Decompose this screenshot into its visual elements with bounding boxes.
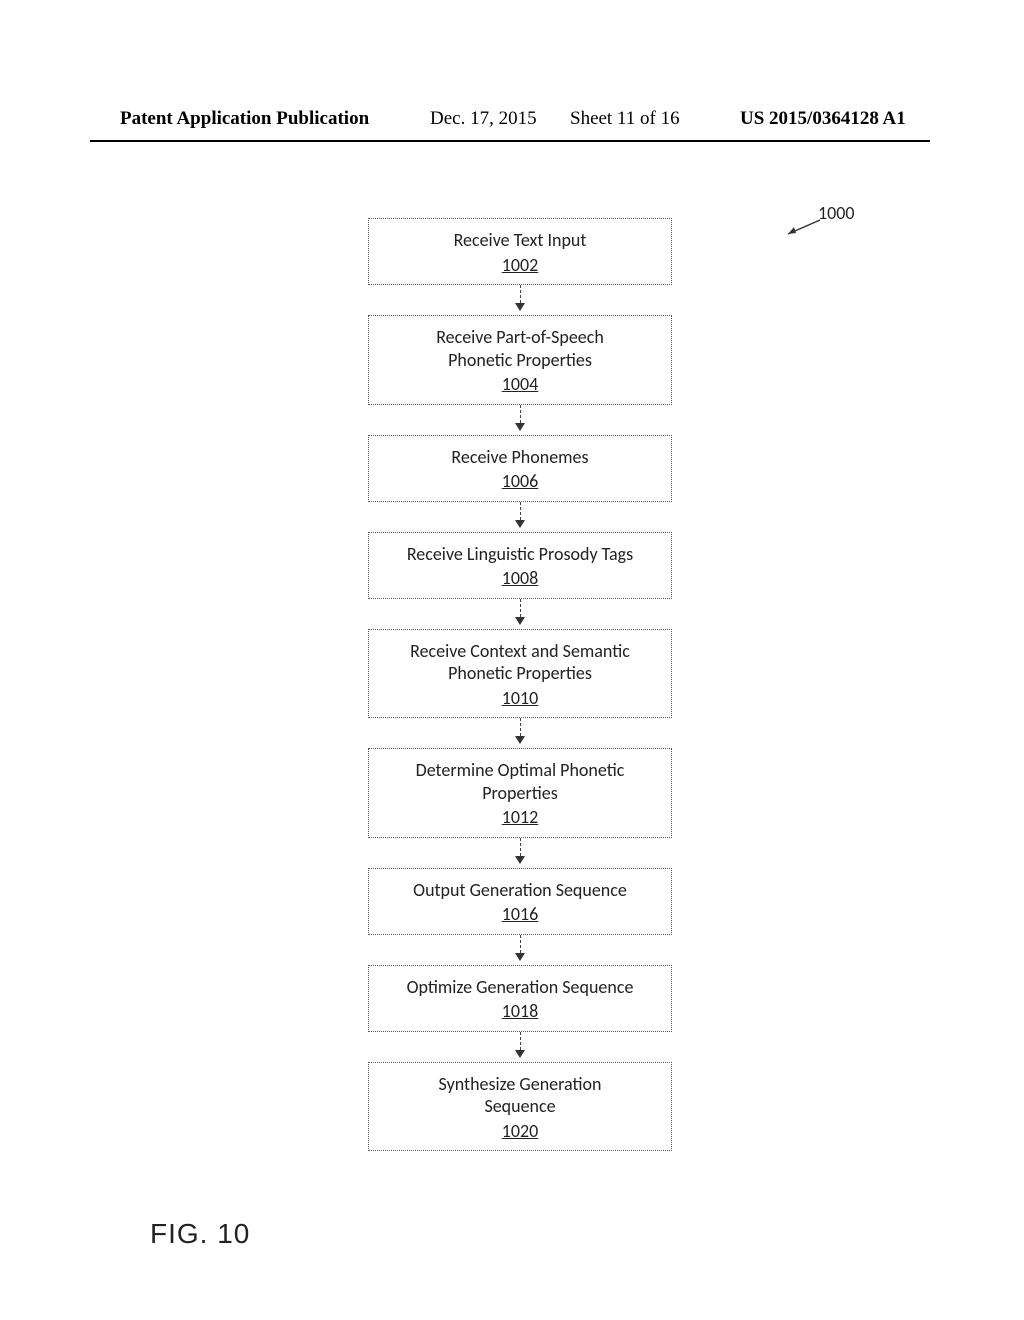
flow-arrow [510,1032,530,1062]
flow-node-1004: Receive Part-of-Speech Phonetic Properti… [368,315,672,405]
flow-node-1020: Synthesize Generation Sequence 1020 [368,1062,672,1152]
node-label-line1: Receive Part-of-Speech [436,326,604,348]
header-sheet: Sheet 11 of 16 [570,108,680,130]
header-publication: Patent Application Publication [120,108,369,130]
node-label-line2: Phonetic Properties [448,349,592,371]
node-ref: 1002 [375,254,665,277]
header-date: Dec. 17, 2015 [430,108,537,130]
flow-node-1012: Determine Optimal Phonetic Properties 10… [368,748,672,838]
flow-arrow [510,599,530,629]
node-label: Receive Phonemes [451,446,588,468]
leader-line [780,218,830,238]
node-label: Receive Linguistic Prosody Tags [407,543,633,565]
node-label-line1: Synthesize Generation [439,1073,602,1095]
flow-node-1016: Output Generation Sequence 1016 [368,868,672,935]
flowchart: Receive Text Input 1002 Receive Part-of-… [360,218,680,1151]
node-ref: 1006 [375,470,665,493]
flow-arrow [510,502,530,532]
node-ref: 1020 [375,1120,665,1143]
header-rule [90,140,930,142]
page: Patent Application Publication Dec. 17, … [0,0,1024,1320]
flow-arrow [510,285,530,315]
flow-node-1018: Optimize Generation Sequence 1018 [368,965,672,1032]
flow-node-1010: Receive Context and Semantic Phonetic Pr… [368,629,672,719]
node-label-line2: Properties [482,782,558,804]
node-ref: 1004 [375,373,665,396]
node-label: Receive Text Input [454,229,587,251]
flow-node-1002: Receive Text Input 1002 [368,218,672,285]
node-label: Output Generation Sequence [413,879,627,901]
node-label-line2: Sequence [484,1095,555,1117]
node-label-line1: Determine Optimal Phonetic [416,759,625,781]
node-ref: 1008 [375,567,665,590]
node-label-line1: Receive Context and Semantic [410,640,630,662]
node-ref: 1010 [375,687,665,710]
node-ref: 1016 [375,903,665,926]
flow-node-1008: Receive Linguistic Prosody Tags 1008 [368,532,672,599]
header-number: US 2015/0364128 A1 [740,108,906,130]
node-ref: 1018 [375,1000,665,1023]
flow-arrow [510,405,530,435]
flow-arrow [510,718,530,748]
node-ref: 1012 [375,806,665,829]
flow-arrow [510,838,530,868]
flow-arrow [510,935,530,965]
node-label-line2: Phonetic Properties [448,662,592,684]
flow-node-1006: Receive Phonemes 1006 [368,435,672,502]
node-label: Optimize Generation Sequence [407,976,634,998]
figure-label: FIG. 10 [150,1218,250,1250]
